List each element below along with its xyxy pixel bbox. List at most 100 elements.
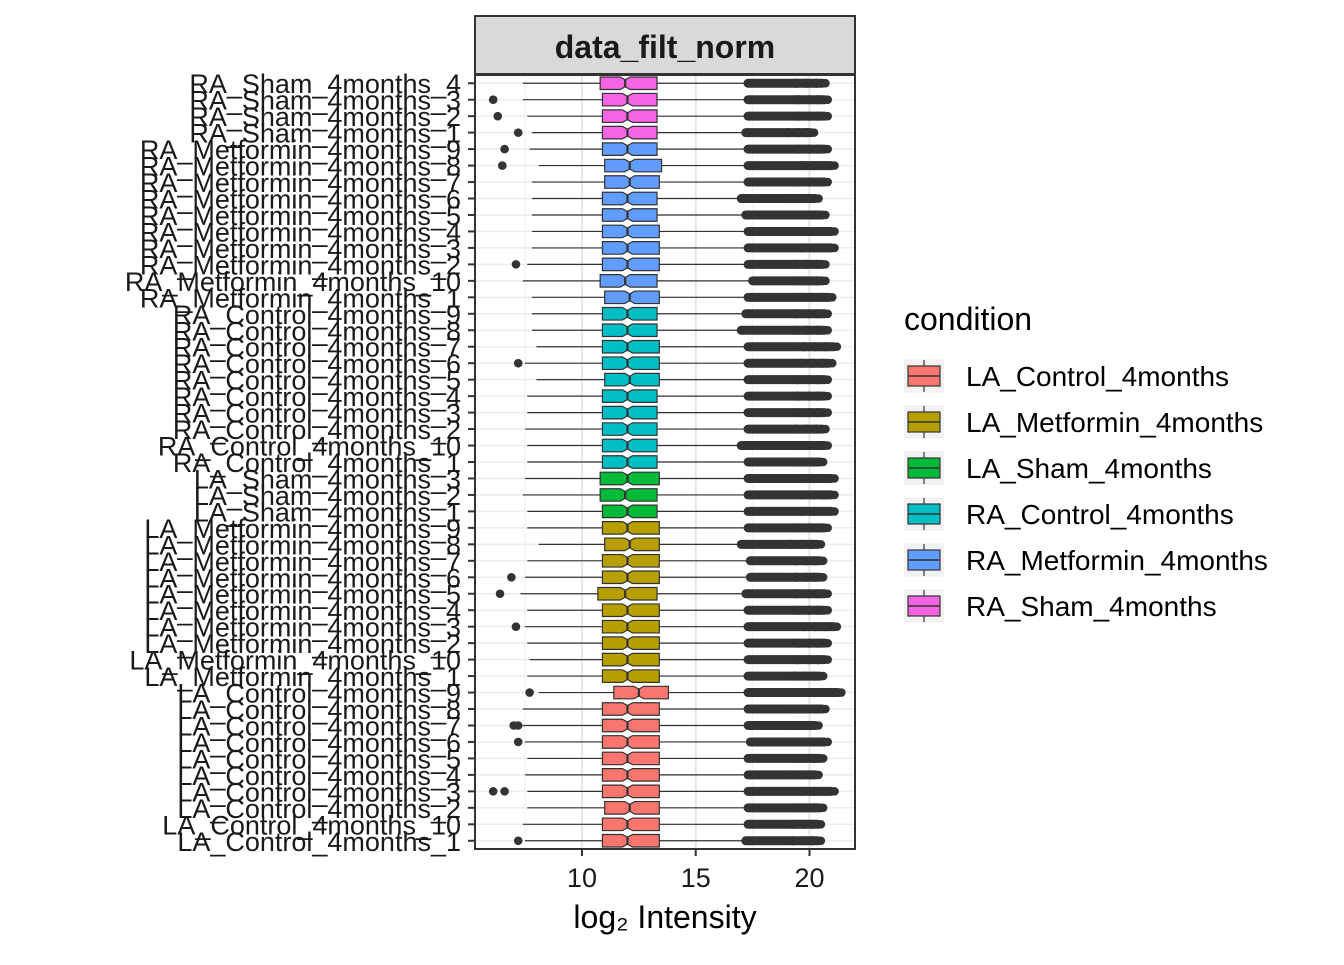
outlier-point xyxy=(791,704,801,714)
box-rect xyxy=(601,438,658,453)
box-rect xyxy=(601,751,660,766)
y-tick-label: RA_Control_4months_10 xyxy=(158,432,461,462)
y-tick-label: RA_Metformin_4months_2 xyxy=(140,250,461,280)
y-tick-label: RA_Control_4months_1 xyxy=(173,448,461,478)
outlier-point xyxy=(809,160,819,171)
box-RA_Metformin_4months_7 xyxy=(531,175,832,189)
outlier-point xyxy=(803,655,814,665)
box-rect xyxy=(601,553,660,568)
box-rect xyxy=(601,356,660,371)
outlier-point-max xyxy=(821,276,830,286)
outlier-point-max xyxy=(823,589,832,599)
y-tick-label: LA_Metformin_4months_1 xyxy=(144,662,461,692)
outlier-point xyxy=(804,737,814,747)
box-LA_Control_4months_10 xyxy=(522,817,826,832)
box-rect xyxy=(601,603,660,618)
box-RA_Control_4months_10 xyxy=(527,438,832,453)
box-rect xyxy=(601,619,660,634)
box-rect xyxy=(601,570,660,585)
outlier-point-max xyxy=(827,293,837,302)
box-RA_Metformin_4months_2 xyxy=(511,257,830,272)
outlier-point xyxy=(803,638,814,648)
outlier-point xyxy=(809,457,819,467)
outlier-point-max xyxy=(823,391,832,401)
outlier-point xyxy=(797,720,807,731)
facet-strip-background xyxy=(474,15,856,75)
outlier-point xyxy=(800,803,810,813)
box-RA_Metformin_4months_6 xyxy=(531,191,823,206)
legend-label: LA_Metformin_4months xyxy=(966,407,1263,438)
box-LA_Control_4months_9 xyxy=(525,685,846,700)
outlier-point xyxy=(802,325,812,335)
y-tick-label: LA_Metformin_4months_5 xyxy=(144,580,461,610)
outlier-point xyxy=(786,539,796,549)
outlier-point xyxy=(821,342,831,352)
outlier-point xyxy=(791,589,802,599)
box-LA_Sham_4months_1 xyxy=(527,504,839,519)
outlier-point-max xyxy=(818,556,828,566)
box-rect xyxy=(601,241,660,255)
y-tick-label: RA_Metformin_4months_10 xyxy=(125,267,461,297)
outlier-point xyxy=(805,720,815,731)
outlier-point xyxy=(809,803,819,813)
outlier-point-low xyxy=(525,688,534,697)
outlier-point-max xyxy=(818,572,828,582)
outlier-point xyxy=(803,111,814,121)
box-LA_Control_4months_5 xyxy=(527,751,828,766)
legend-title: condition xyxy=(904,301,1032,337)
outlier-point xyxy=(812,325,822,335)
outlier-point xyxy=(802,424,812,434)
box-LA_Metformin_4months_6 xyxy=(507,570,828,585)
outlier-point-low xyxy=(500,787,509,796)
outlier-point xyxy=(819,506,829,517)
outlier-point-max xyxy=(823,441,832,450)
box-rect xyxy=(604,372,660,387)
box-RA_Control_4months_6 xyxy=(513,356,837,371)
outlier-point-max xyxy=(823,655,832,664)
outlier-point-max xyxy=(830,243,839,253)
y-tick-label: LA_Control_4months_4 xyxy=(177,761,461,791)
outlier-point xyxy=(792,111,803,121)
y-tick-label: LA_Metformin_4months_8 xyxy=(144,530,461,560)
outlier-point xyxy=(803,95,814,105)
outlier-point xyxy=(793,737,803,747)
y-tick-label: RA_Metformin_4months_4 xyxy=(140,217,461,247)
box-RA_Control_4months_9 xyxy=(531,306,832,321)
outlier-point xyxy=(803,589,813,599)
outlier-point-max xyxy=(809,128,819,137)
outlier-point-max xyxy=(818,671,828,681)
outlier-point xyxy=(809,243,819,253)
outlier-point xyxy=(811,210,821,220)
outlier-point xyxy=(807,836,817,846)
y-tick-label: LA_Metformin_4months_3 xyxy=(144,613,461,643)
outlier-point xyxy=(792,407,803,418)
outlier-point xyxy=(795,358,805,368)
outlier-point xyxy=(807,292,817,302)
outlier-point xyxy=(813,638,823,648)
box-RA_Control_4months_5 xyxy=(536,372,832,387)
outlier-point xyxy=(791,424,801,434)
x-axis: 10 15 20 xyxy=(567,849,825,893)
legend-item-RA_Metformin_4months: RA_Metformin_4months xyxy=(904,543,1268,577)
outlier-point xyxy=(792,95,803,105)
outlier-point-max xyxy=(830,490,839,500)
box-rect xyxy=(601,142,658,156)
outlier-point-max xyxy=(832,622,842,631)
box-LA_Sham_4months_2 xyxy=(522,488,839,502)
outlier-point-low xyxy=(513,721,523,730)
outlier-point xyxy=(801,128,811,138)
outlier-point xyxy=(797,539,807,549)
box-RA_Metformin_4months_1 xyxy=(531,290,837,305)
outlier-point xyxy=(793,128,803,138)
y-tick-label: LA_Control_4months_6 xyxy=(177,728,461,758)
outlier-point xyxy=(792,391,803,401)
outlier-point-max xyxy=(823,309,832,319)
y-tick-label: LA_Metformin_4months_10 xyxy=(129,646,461,676)
box-rect xyxy=(601,405,658,420)
outlier-point xyxy=(803,375,814,385)
outlier-point xyxy=(813,391,823,401)
y-tick-label: LA_Control_4months_9 xyxy=(177,679,461,709)
outlier-point-low xyxy=(507,572,516,582)
outlier-point-max xyxy=(818,754,828,763)
